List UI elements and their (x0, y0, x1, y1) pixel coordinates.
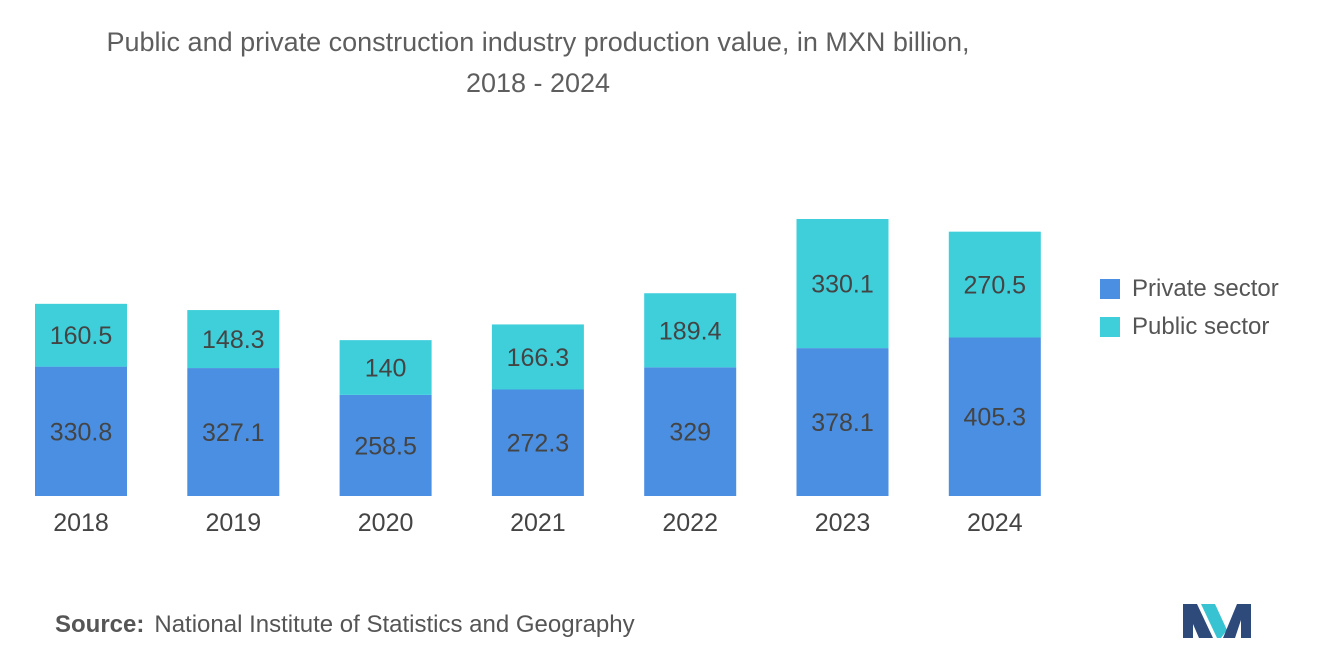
source-note: Source: National Institute of Statistics … (55, 611, 635, 639)
x-tick-label-2024: 2024 (967, 509, 1023, 537)
legend-item-public: Public sector (1100, 308, 1279, 346)
chart-title-line-2: 2018 - 2024 (465, 68, 611, 98)
data-label-private-2023: 378.1 (811, 409, 874, 437)
data-label-public-2023: 330.1 (811, 271, 874, 299)
source-label: Source: (55, 611, 145, 638)
data-label-public-2018: 160.5 (50, 322, 113, 350)
bar-private-2023 (796, 348, 889, 496)
data-label-public-2024: 270.5 (964, 272, 1027, 300)
data-label-public-2019: 148.3 (202, 326, 265, 354)
data-label-private-2018: 330.8 (50, 418, 113, 446)
x-tick-label-2021: 2021 (510, 509, 566, 537)
legend-swatch-public (1100, 317, 1120, 337)
bar-private-2018 (35, 366, 127, 496)
legend-label-private: Private sector (1132, 275, 1279, 302)
x-tick-label-2023: 2023 (815, 509, 871, 537)
legend-item-private: Private sector (1100, 270, 1279, 308)
x-tick-label-2020: 2020 (358, 509, 414, 537)
bar-public-2019 (187, 310, 280, 369)
bar-public-2023 (796, 219, 889, 349)
x-tick-label-2019: 2019 (205, 509, 261, 537)
data-label-private-2019: 327.1 (202, 419, 265, 447)
chart-title: Public and private construction industry… (0, 22, 1076, 104)
bar-public-2020 (339, 340, 432, 395)
source-text: National Institute of Statistics and Geo… (154, 611, 635, 638)
data-label-private-2020: 258.5 (354, 432, 417, 460)
data-label-public-2021: 166.3 (507, 344, 570, 372)
bar-public-2021 (491, 324, 584, 390)
bar-private-2021 (491, 389, 584, 496)
x-tick-label-2022: 2022 (662, 509, 718, 537)
data-label-private-2021: 272.3 (507, 430, 570, 458)
mordor-intelligence-logo-icon (1183, 604, 1251, 638)
data-label-public-2020: 140 (365, 355, 407, 383)
bar-private-2024 (948, 337, 1041, 496)
bar-private-2019 (187, 368, 280, 496)
chart-legend: Private sector Public sector (1100, 270, 1279, 346)
data-label-public-2022: 189.4 (659, 317, 722, 345)
stacked-bar-chart: 330.8 160.5 2018 327.1 148.3 2019 258.5 140 2020… (35, 219, 1041, 537)
legend-label-public: Public sector (1132, 313, 1270, 340)
legend-swatch-private (1100, 279, 1120, 299)
data-label-private-2022: 329 (669, 419, 711, 447)
bar-private-2022 (644, 367, 737, 496)
bar-public-2022 (644, 293, 737, 368)
chart-title-line-1: Public and private construction industry… (106, 27, 970, 57)
data-label-private-2024: 405.3 (964, 404, 1027, 432)
bar-private-2020 (339, 394, 432, 496)
bar-public-2024 (948, 231, 1041, 338)
x-tick-label-2018: 2018 (53, 509, 109, 537)
bar-public-2018 (35, 303, 127, 367)
